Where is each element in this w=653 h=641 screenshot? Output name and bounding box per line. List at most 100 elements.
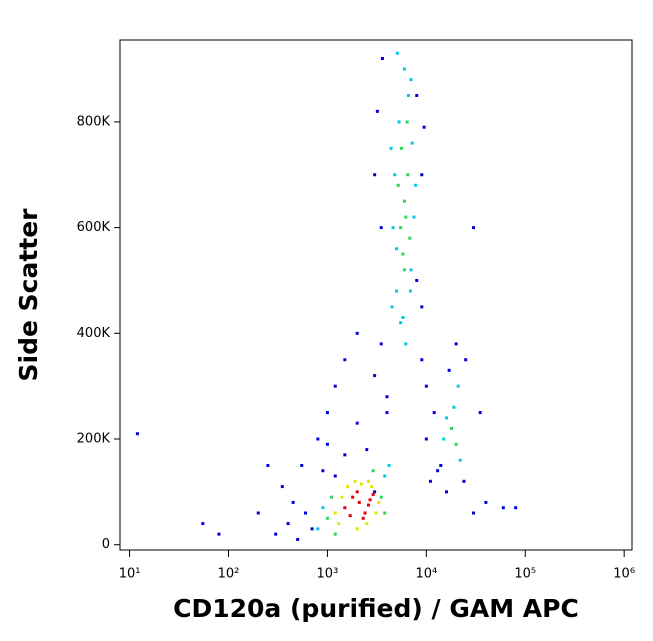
point	[355, 527, 359, 531]
point	[445, 490, 449, 494]
point	[412, 215, 416, 219]
point	[379, 495, 383, 499]
x-tick-label: 10³	[317, 567, 339, 582]
point	[379, 226, 383, 230]
point	[396, 183, 400, 187]
point	[436, 469, 440, 473]
point	[408, 236, 412, 240]
point	[383, 474, 387, 478]
point	[366, 479, 370, 483]
point	[447, 368, 451, 372]
point	[351, 495, 355, 499]
point	[348, 514, 352, 518]
point	[256, 511, 260, 515]
point	[371, 469, 375, 473]
point	[374, 511, 378, 515]
point	[414, 183, 418, 187]
point	[439, 463, 443, 467]
point	[353, 479, 357, 483]
point	[399, 146, 403, 150]
point	[454, 442, 458, 446]
point	[365, 448, 369, 452]
point	[375, 109, 379, 113]
point	[401, 252, 405, 256]
point	[385, 395, 389, 399]
point	[484, 500, 488, 504]
point	[514, 506, 518, 510]
y-tick-label: 400K	[77, 326, 111, 341]
point	[370, 485, 374, 489]
point	[450, 426, 454, 430]
y-tick-label: 800K	[77, 114, 111, 129]
point	[387, 463, 391, 467]
y-tick-label: 200K	[77, 432, 111, 447]
point	[422, 125, 426, 129]
point	[363, 511, 367, 515]
point	[462, 479, 466, 483]
point	[343, 358, 347, 362]
point	[389, 146, 393, 150]
point	[280, 485, 284, 489]
point	[415, 93, 419, 97]
point	[355, 421, 359, 425]
point	[472, 226, 476, 230]
point	[300, 463, 304, 467]
point	[402, 268, 406, 272]
point	[401, 315, 405, 319]
point	[420, 305, 424, 309]
x-tick-label: 10⁴	[415, 567, 437, 582]
x-tick-label: 10²	[218, 567, 240, 582]
point	[357, 500, 361, 504]
y-axis-title: Side Scatter	[14, 208, 43, 382]
point	[445, 416, 449, 420]
point	[464, 358, 468, 362]
point	[274, 532, 278, 536]
x-axis-title: CD120a (purified) / GAM APC	[173, 594, 579, 623]
point	[291, 500, 295, 504]
point	[402, 199, 406, 203]
point	[330, 495, 334, 499]
point	[390, 305, 394, 309]
point	[424, 437, 428, 441]
point	[321, 506, 325, 510]
point	[340, 495, 344, 499]
point	[286, 522, 290, 526]
point	[325, 411, 329, 415]
point	[395, 289, 399, 293]
point	[316, 527, 320, 531]
point	[333, 532, 337, 536]
point	[333, 474, 337, 478]
point	[501, 506, 505, 510]
point	[406, 93, 410, 97]
point	[432, 411, 436, 415]
point	[343, 506, 347, 510]
point	[361, 516, 365, 520]
x-tick-label: 10⁶	[613, 567, 635, 582]
point	[395, 247, 399, 251]
point	[410, 141, 414, 145]
point	[373, 374, 377, 378]
point	[296, 537, 300, 541]
point	[454, 342, 458, 346]
point	[420, 173, 424, 177]
point	[415, 278, 419, 282]
point	[420, 358, 424, 362]
point	[373, 173, 377, 177]
x-tick-label: 10⁵	[514, 567, 536, 582]
point	[406, 173, 410, 177]
point	[337, 522, 341, 526]
point	[310, 527, 314, 531]
point	[404, 215, 408, 219]
point	[333, 511, 337, 515]
point	[424, 384, 428, 388]
point	[409, 78, 413, 82]
point	[456, 384, 460, 388]
point	[452, 405, 456, 409]
point	[333, 384, 337, 388]
point	[385, 411, 389, 415]
y-tick-label: 0	[102, 537, 110, 552]
point	[359, 482, 363, 486]
point	[377, 500, 381, 504]
point	[355, 490, 359, 494]
